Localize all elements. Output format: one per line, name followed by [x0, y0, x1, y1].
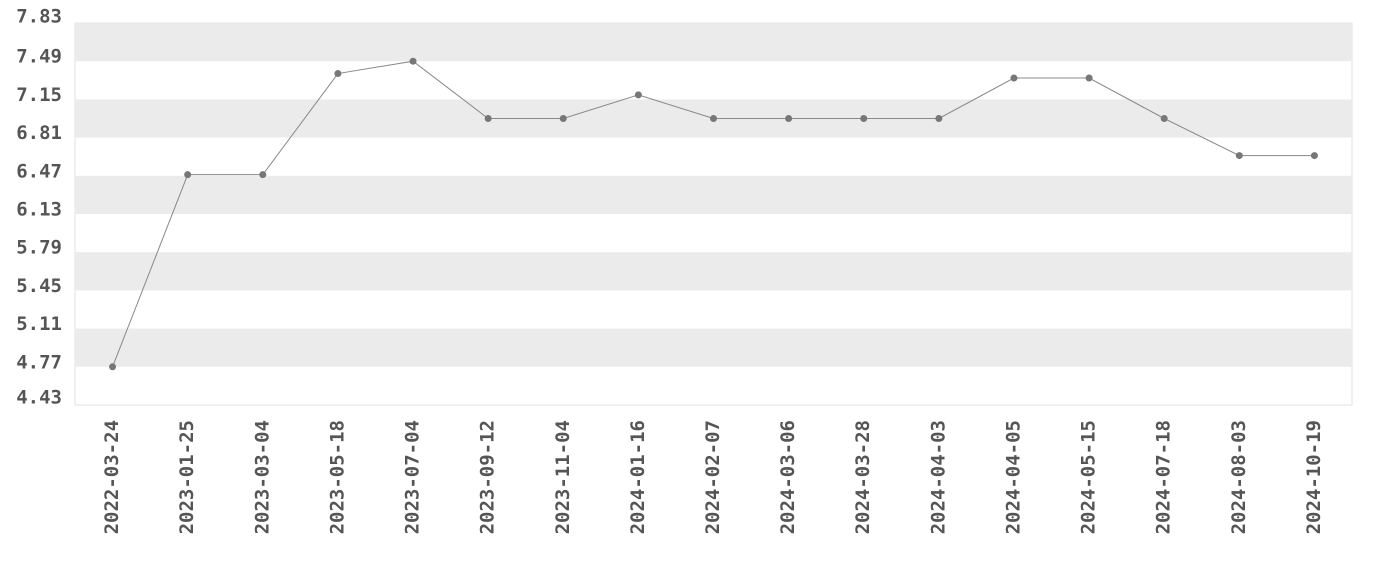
y-tick-label: 6.47: [16, 160, 62, 182]
point: [1160, 115, 1168, 122]
x-tick-label: 2024-07-18: [1153, 420, 1175, 534]
x-tick-label: 2024-03-06: [777, 420, 799, 534]
point: [484, 115, 492, 122]
point: [559, 115, 567, 122]
y-tick-label: 5.79: [16, 237, 62, 259]
point: [259, 171, 267, 179]
y-tick-label: 7.49: [16, 46, 62, 68]
point: [1235, 152, 1243, 160]
grid-band: [75, 252, 1352, 291]
x-tick-label: 2024-02-07: [702, 420, 724, 534]
point: [409, 57, 417, 65]
x-tick-label: 2024-04-03: [927, 420, 949, 534]
x-tick-label: 2023-11-04: [552, 420, 574, 534]
x-tick-label: 2023-01-25: [176, 420, 198, 534]
y-tick-label: 7.15: [16, 84, 62, 106]
x-tick-label: 2023-03-04: [251, 420, 273, 534]
point: [1010, 74, 1018, 82]
y-tick-label: 4.43: [16, 387, 62, 409]
point: [1085, 74, 1093, 82]
y-tick-label: 5.45: [16, 275, 62, 297]
x-tick-label: 2024-10-19: [1303, 420, 1325, 534]
point: [935, 115, 943, 122]
y-tick-label: 6.13: [16, 199, 62, 221]
point: [1310, 152, 1318, 160]
point: [710, 115, 717, 122]
x-tick-label: 2024-04-05: [1002, 420, 1024, 534]
point: [184, 171, 192, 179]
point: [860, 115, 868, 122]
x-tick-label: 2023-05-18: [326, 420, 348, 534]
x-tick-label: 2024-03-28: [852, 420, 874, 534]
point: [785, 115, 793, 122]
x-tick-label: 2024-01-16: [627, 420, 649, 534]
point: [634, 91, 642, 99]
x-tick-label: 2023-09-12: [477, 420, 499, 534]
point: [334, 70, 342, 78]
point: [109, 363, 117, 371]
y-tick-label: 6.81: [16, 122, 62, 144]
grid-band: [75, 23, 1352, 62]
x-tick-label: 2022-03-24: [101, 420, 123, 534]
x-tick-label: 2024-08-03: [1228, 420, 1250, 534]
grid-band: [75, 328, 1352, 367]
x-tick-label: 2024-05-15: [1078, 420, 1100, 534]
y-tick-label: 7.83: [16, 6, 62, 28]
x-tick-label: 2023-07-04: [402, 420, 424, 534]
y-tick-label: 5.11: [16, 313, 62, 335]
grid-band: [75, 175, 1352, 214]
y-tick-label: 4.77: [16, 351, 62, 373]
